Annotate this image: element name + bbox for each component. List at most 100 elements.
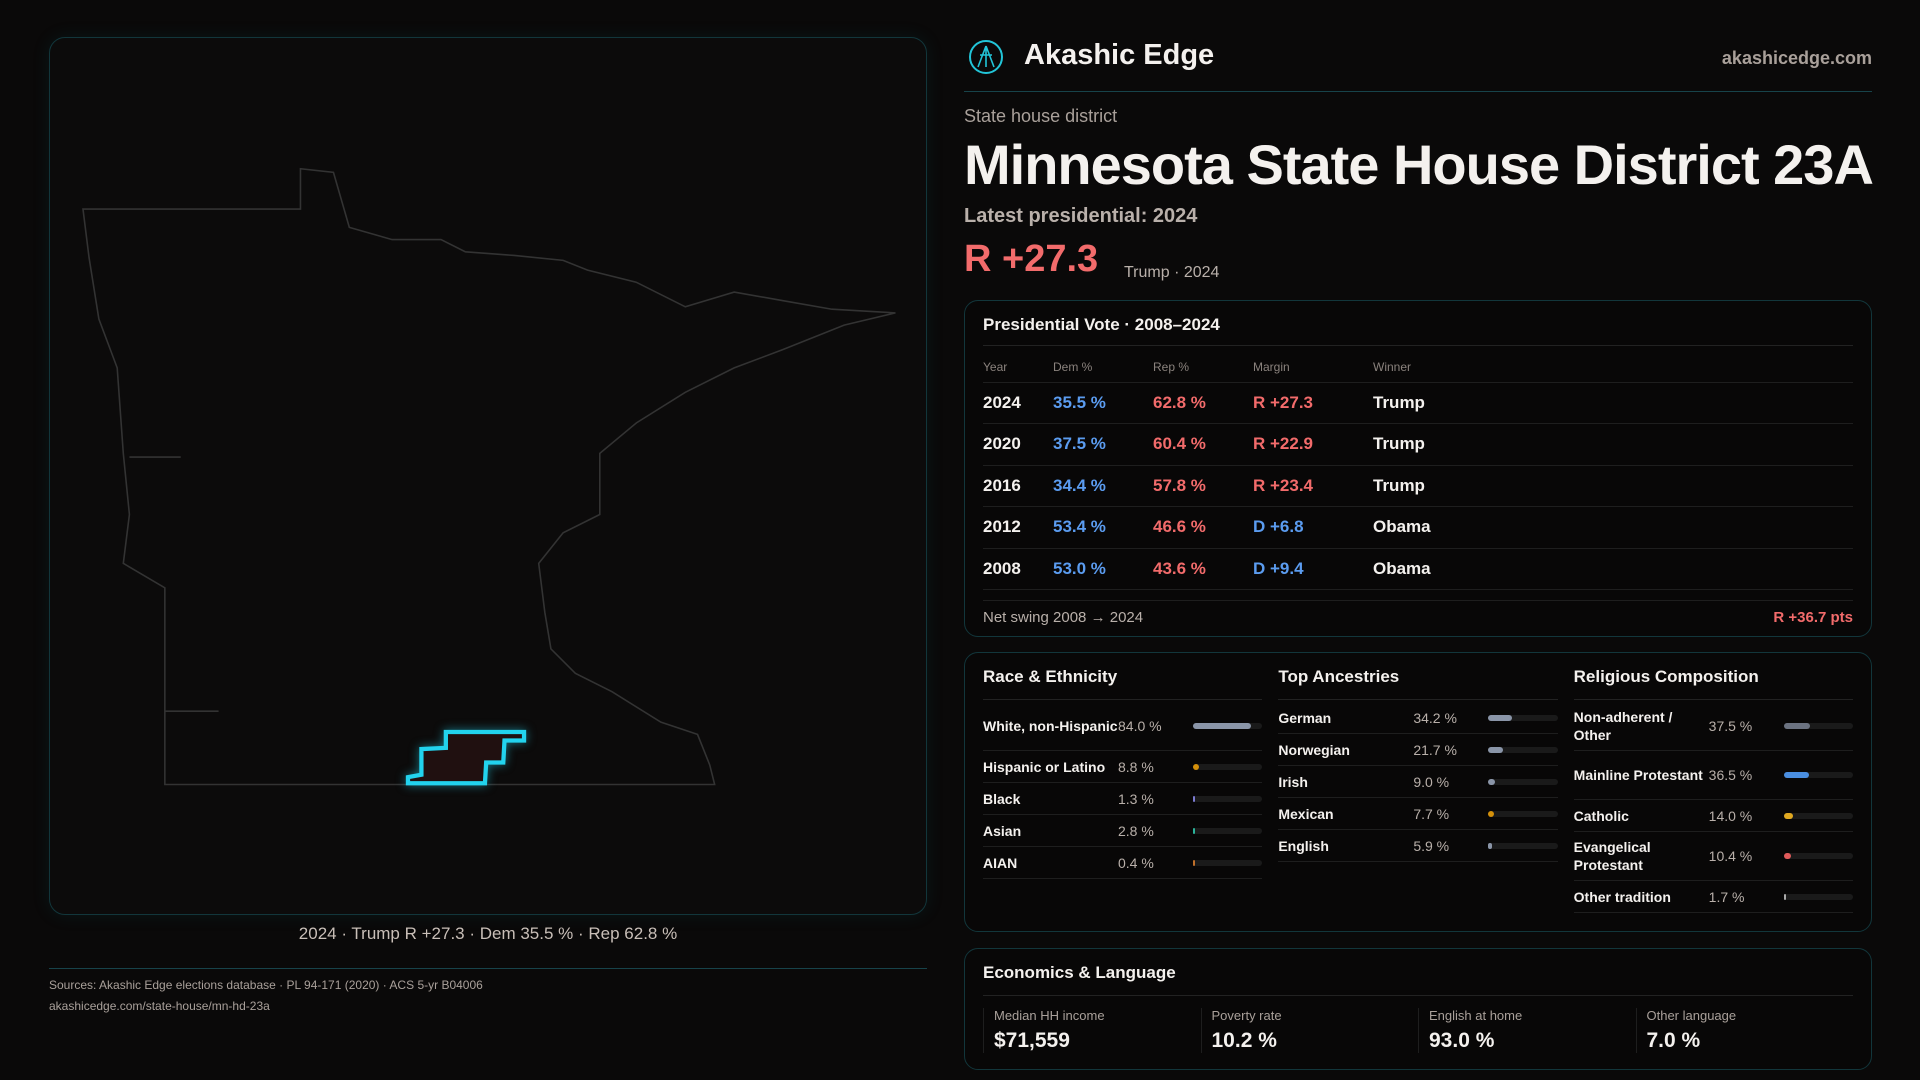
item-percent: 1.3 % [1118,790,1154,807]
bar-track [1783,812,1853,819]
stat-tile: English at home 93.0 % [1418,1008,1636,1053]
bar-track [1193,795,1263,802]
cell-dem: 35.5 % [1053,382,1153,424]
demographic-section: Top Ancestries German 34.2 % Norwegian 21.7 … [1278,667,1558,917]
section-title: Race & Ethnicity [983,667,1263,700]
inner-border [129,456,219,712]
bar-fill [1488,714,1513,721]
latest-presidential: Latest presidential: 2024 [964,205,1198,227]
margin-sub: Trump · 2024 [1124,264,1220,281]
source-url[interactable]: akashicedge.com/state-house/mn-hd-23a [49,999,270,1013]
cell-margin: R +22.9 [1253,423,1373,466]
bar-track [1783,893,1853,900]
cell-dem: 34.4 % [1053,465,1153,507]
item-percent: 7.7 % [1413,805,1450,822]
presidential-title: Presidential Vote · 2008–2024 [983,315,1853,346]
bar-track [1783,853,1853,859]
cell-dem: 37.5 % [1053,423,1153,466]
table-row: 2008 53.0 % 43.6 % D +9.4 Obama [983,548,1853,590]
cell-rep: 60.4 % [1153,423,1253,466]
item-label: English [1278,837,1329,854]
economics-title: Economics & Language [983,963,1853,996]
list-item: Mexican 7.7 % [1278,798,1558,830]
cell-year: 2008 [983,548,1053,590]
map-svg [82,167,896,786]
item-percent: 37.5 % [1708,718,1753,734]
presidential-table: Year Dem % Rep % Margin Winner 2024 35.5 % 62.… [983,352,1853,590]
cell-year: 2016 [983,465,1053,507]
item-label: Mainline Protestant [1573,767,1703,783]
bar-fill [1783,723,1810,729]
column-header: Rep % [1153,352,1253,383]
item-label: AIAN [983,854,1018,871]
cell-year: 2012 [983,506,1053,549]
net-swing: Net swing 2008 → 2024 R +36.7 pts [983,600,1853,626]
bar-fill [1488,810,1494,817]
source-line: Sources: Akashic Edge elections database… [49,978,483,992]
column-header: Dem % [1053,352,1153,383]
cell-margin: D +6.8 [1253,506,1373,549]
bar-fill [1193,827,1195,834]
cell-year: 2024 [983,382,1053,424]
bar-fill [1783,853,1791,859]
item-percent: 84.0 % [1118,718,1162,734]
cell-rep: 57.8 % [1153,465,1253,507]
list-item: Black 1.3 % [983,783,1263,815]
stat-tile: Poverty rate 10.2 % [1200,1008,1419,1053]
bar-fill [1783,812,1794,819]
site-link[interactable]: akashicedge.com [1721,48,1872,68]
list-item: English 5.9 % [1278,830,1558,862]
cell-winner: Obama [1373,548,1853,590]
bar-track [1783,723,1853,729]
map-caption: 2024 · Trump R +27.3 · Dem 35.5 % · Rep … [298,924,678,943]
bar-fill [1193,795,1195,802]
stat-value: 10.2 % [1211,1029,1277,1052]
item-percent: 1.7 % [1708,888,1745,905]
item-label: Norwegian [1278,741,1350,758]
item-percent: 2.8 % [1118,822,1154,839]
cell-rep: 62.8 % [1153,382,1253,424]
item-percent: 14.0 % [1708,807,1753,824]
column-header: Margin [1253,352,1373,383]
item-percent: 5.9 % [1413,837,1450,854]
bar-track [1488,810,1558,817]
list-item: Asian 2.8 % [983,815,1263,847]
cell-margin: R +27.3 [1253,382,1373,424]
cell-dem: 53.0 % [1053,548,1153,590]
list-item: Mainline Protestant 36.5 % [1573,751,1853,800]
cell-rep: 46.6 % [1153,506,1253,549]
akashic-edge-logo-icon [969,40,1003,74]
net-swing-value: R +36.7 pts [1773,609,1853,626]
item-percent: 36.5 % [1708,767,1753,783]
header: Akashic Edge akashicedge.com [964,36,1872,92]
column-header: Year [983,352,1053,383]
stat-label: Other language [1646,1008,1737,1023]
bar-track [1488,778,1558,785]
item-label: Mexican [1278,805,1334,822]
district-map[interactable] [49,37,927,915]
item-label: Irish [1278,773,1308,790]
bar-fill [1488,842,1493,849]
bar-fill [1193,763,1200,770]
cell-margin: R +23.4 [1253,465,1373,507]
bar-fill [1783,772,1809,778]
net-swing-label: Net swing 2008 → 2024 [983,609,1144,626]
stat-value: 93.0 % [1429,1029,1495,1052]
stat-label: Poverty rate [1211,1008,1282,1023]
district-highlight[interactable] [405,729,527,786]
district-type: State house district [964,106,1118,126]
item-label: Black [983,790,1021,807]
cell-winner: Obama [1373,506,1853,549]
column-header: Winner [1373,352,1853,383]
source-note: Sources: Akashic Edge elections database… [49,968,927,1017]
cell-dem: 53.4 % [1053,506,1153,549]
bar-fill [1488,778,1495,785]
bar-track [1193,827,1263,834]
demographic-section: Religious Composition Non-adherent / Othe… [1573,667,1853,917]
section-title: Top Ancestries [1278,667,1558,700]
item-label: Evangelical Protestant [1573,839,1651,873]
stat-tile: Median HH income $71,559 [983,1008,1201,1053]
item-label: Non-adherent / Other [1573,709,1673,743]
item-percent: 9.0 % [1413,773,1450,790]
section-title: Religious Composition [1573,667,1853,700]
